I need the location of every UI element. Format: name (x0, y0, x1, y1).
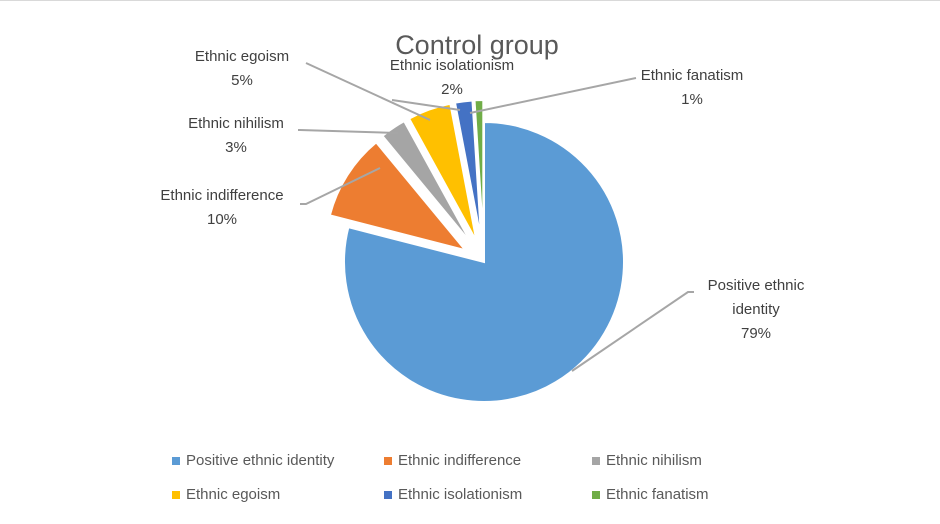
legend-swatch (592, 490, 600, 499)
leader-line (298, 129, 399, 134)
leader-line (571, 291, 694, 372)
leader-line (305, 62, 431, 121)
data-label-value: 79% (741, 325, 771, 342)
legend-item: Positive ethnic identity (172, 452, 334, 469)
legend-item: Ethnic fanatism (592, 486, 709, 503)
legend-item: Ethnic isolationism (384, 486, 522, 503)
legend-swatch (384, 490, 392, 499)
data-label: Positive ethnic identity 79% (708, 277, 805, 342)
data-label: Ethnic isolationism 2% (390, 57, 514, 98)
legend-label: Ethnic egoism (186, 486, 281, 503)
data-label-category: Ethnic nihilism (188, 115, 284, 132)
pie-slice-ethnic-isolationism (453, 99, 483, 241)
legend-label: Ethnic indifference (398, 452, 522, 469)
data-label-category: Ethnic egoism (195, 48, 289, 65)
data-label-value: 10% (207, 211, 237, 228)
data-label-value: 5% (231, 72, 253, 89)
leader-line (391, 99, 461, 111)
legend-item: Ethnic indifference (384, 452, 521, 469)
legend-swatch (172, 456, 180, 465)
legend-item: Ethnic egoism (172, 486, 280, 503)
data-label-value: 2% (441, 81, 463, 98)
chart-legend: Positive ethnic identity Ethnic indiffere… (172, 452, 772, 512)
pie-slice-ethnic-fanatism (473, 99, 485, 241)
data-label: Ethnic nihilism 3% (188, 115, 284, 156)
legend-label: Ethnic fanatism (606, 486, 709, 503)
legend-label: Ethnic nihilism (606, 452, 702, 469)
data-label-category: identity (732, 301, 780, 318)
leader-line (469, 77, 637, 114)
pie-slice-ethnic-indifference (328, 140, 469, 252)
data-label-category: Ethnic isolationism (390, 57, 514, 74)
legend-swatch (172, 490, 180, 499)
legend-label: Ethnic isolationism (398, 486, 523, 503)
top-divider (0, 0, 940, 1)
data-label-category: Positive ethnic (708, 277, 805, 294)
data-label-value: 1% (681, 91, 703, 108)
leader-line (300, 167, 381, 205)
pie-slice-positive-ethnic-identity (343, 120, 625, 403)
data-label: Ethnic fanatism 1% (641, 67, 744, 108)
legend-swatch (384, 456, 392, 465)
pie-slice-ethnic-nihilism (380, 119, 473, 245)
legend-label: Positive ethnic identity (186, 452, 335, 469)
data-label-category: Ethnic fanatism (641, 67, 744, 84)
data-label: Ethnic egoism 5% (195, 48, 289, 89)
data-label: Ethnic indifference 10% (160, 187, 283, 228)
legend-swatch (592, 456, 600, 465)
data-label-category: Ethnic indifference (160, 187, 283, 204)
pie-slice-ethnic-egoism (407, 102, 478, 242)
chart-title: Control group (395, 30, 559, 60)
data-label-value: 3% (225, 139, 247, 156)
legend-item: Ethnic nihilism (592, 452, 702, 469)
